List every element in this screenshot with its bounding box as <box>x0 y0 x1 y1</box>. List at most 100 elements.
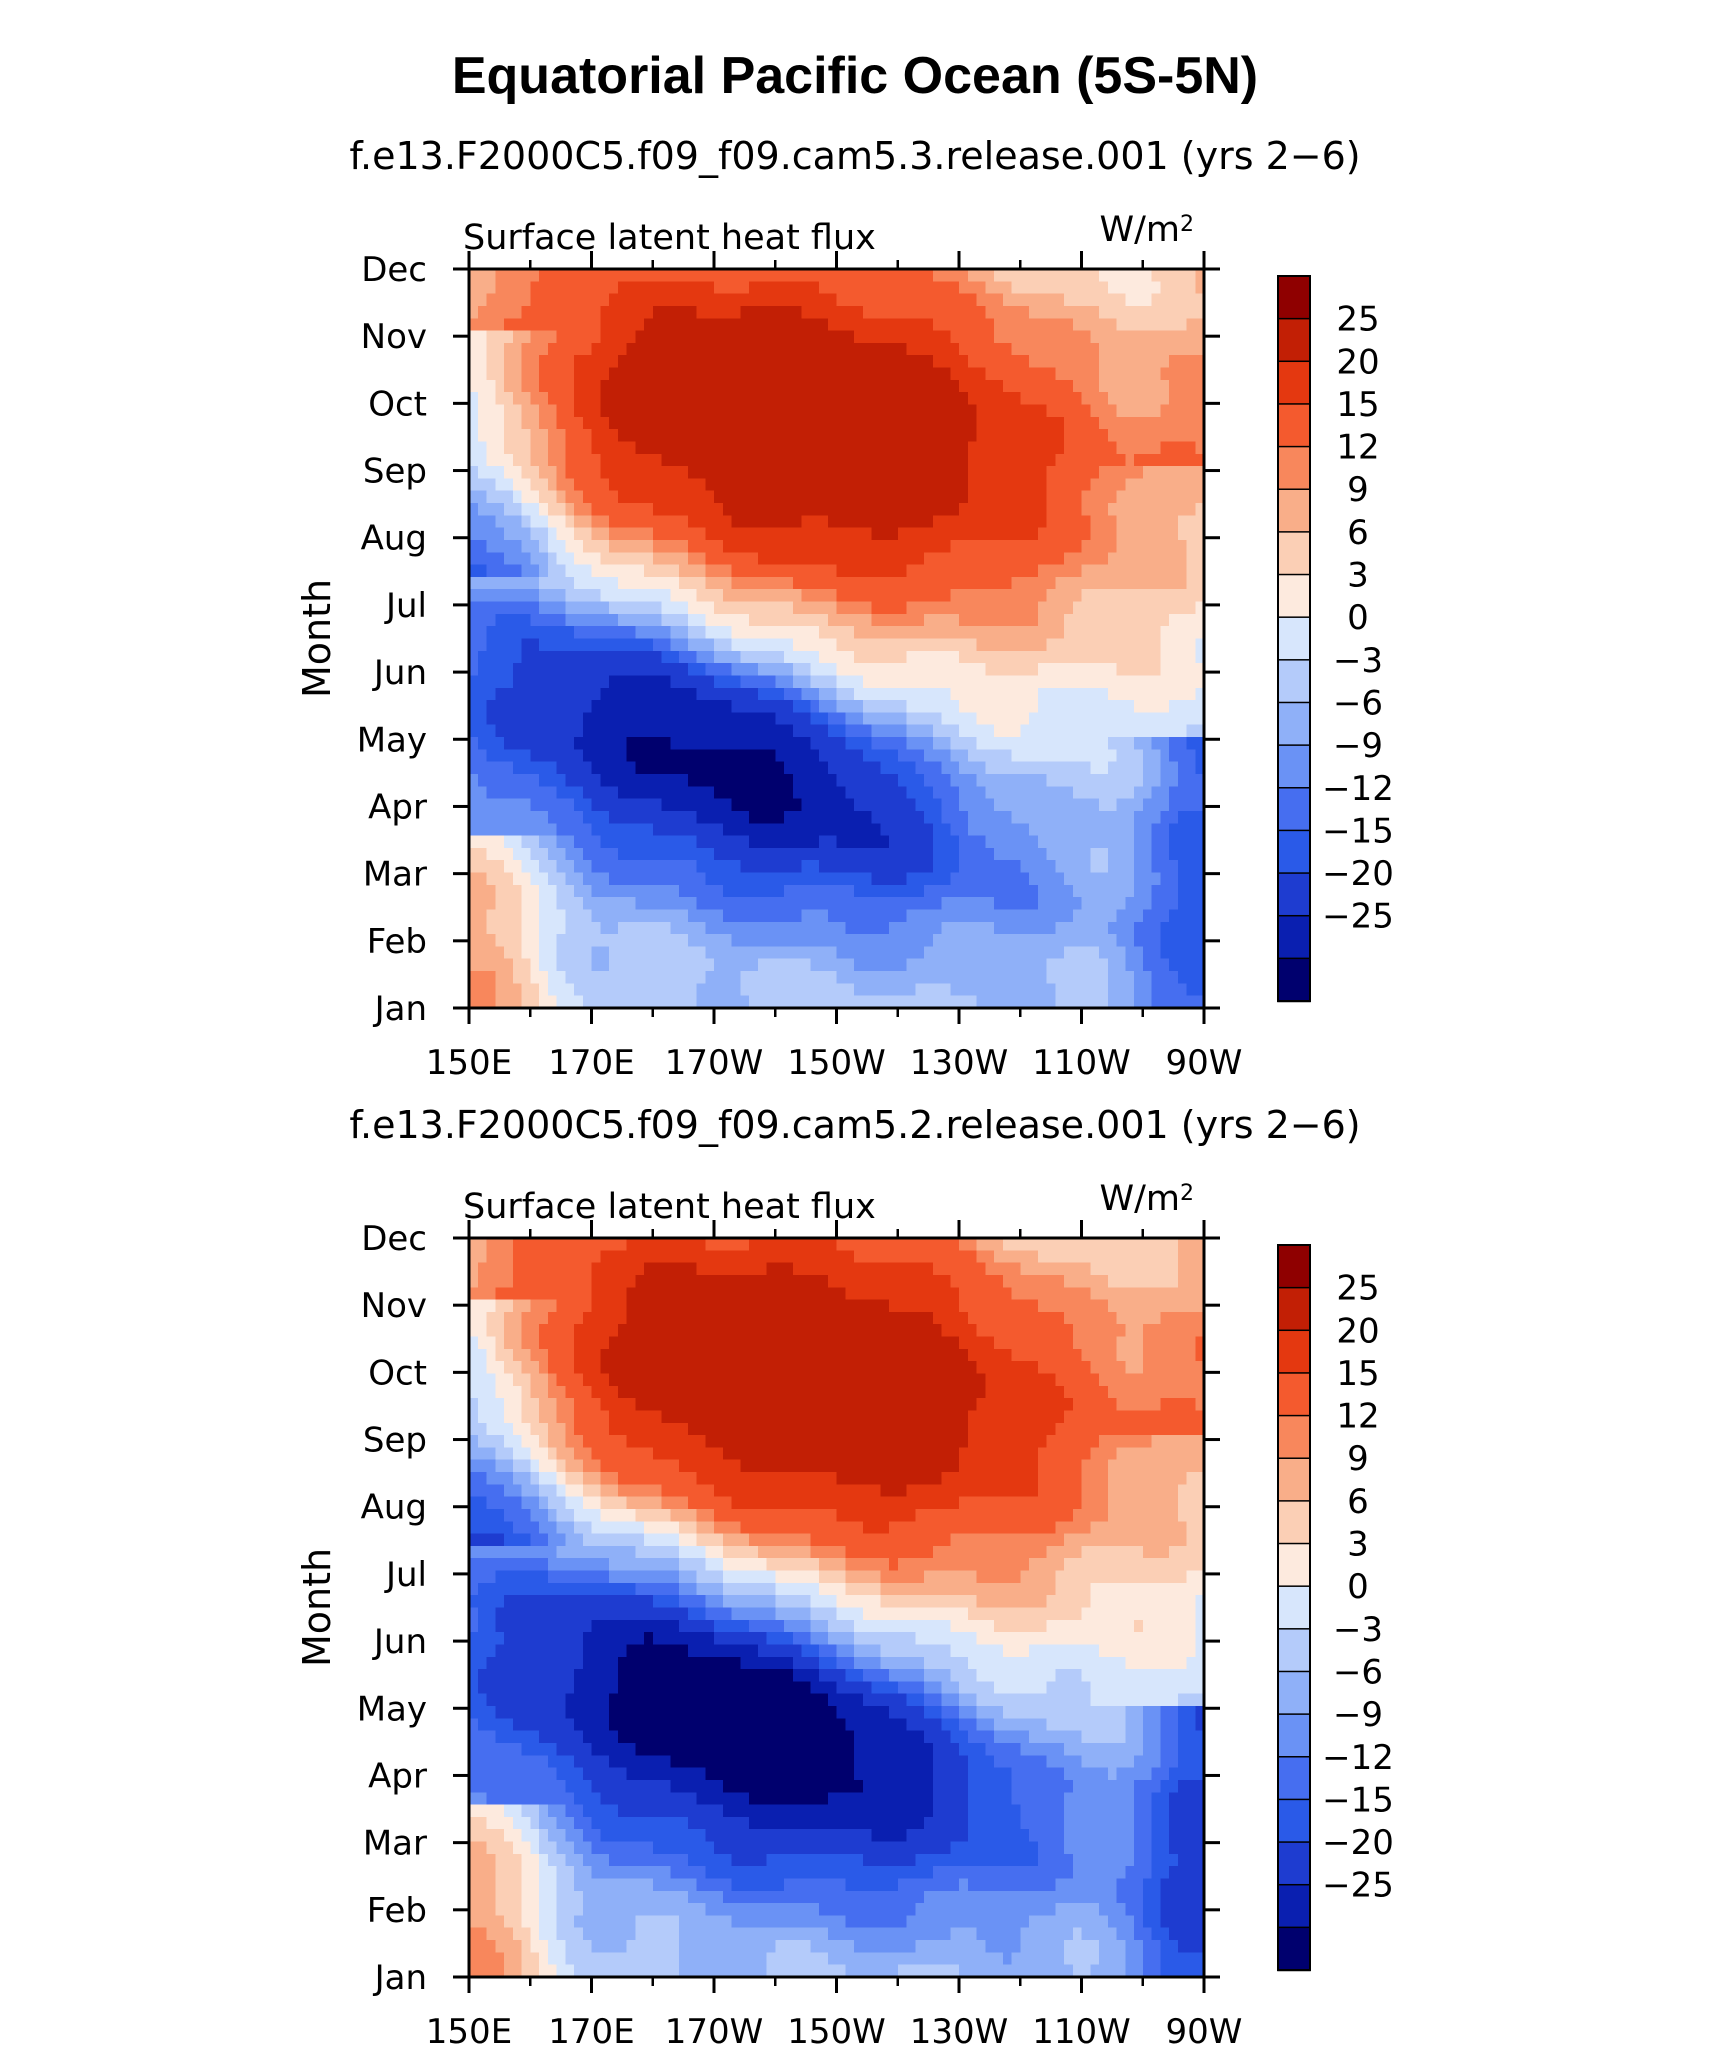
heatmap-cell <box>547 330 558 344</box>
heatmap-cell <box>1160 995 1170 1009</box>
heatmap-cell <box>862 589 873 603</box>
heatmap-cell <box>757 589 768 603</box>
heatmap-cell <box>845 995 855 1009</box>
heatmap-cell <box>547 613 558 627</box>
heatmap-cell <box>906 318 916 332</box>
heatmap-cell <box>617 958 628 972</box>
heatmap-cell <box>1186 564 1196 578</box>
heatmap-cell <box>679 872 689 886</box>
heatmap-cell <box>521 453 531 467</box>
heatmap-cell <box>626 318 636 332</box>
heatmap-cell <box>810 761 820 775</box>
heatmap-cell <box>1169 305 1179 319</box>
heatmap-cell <box>530 392 540 406</box>
heatmap-cell <box>722 897 733 911</box>
heatmap-cell <box>1177 687 1188 701</box>
heatmap-cell <box>757 293 768 307</box>
heatmap-cell <box>539 773 549 787</box>
heatmap-cell <box>1055 909 1065 923</box>
heatmap-cell <box>1029 392 1039 406</box>
heatmap-cell <box>766 576 776 590</box>
heatmap-cell <box>644 958 654 972</box>
heatmap-cell <box>714 515 724 529</box>
heatmap-cell <box>652 847 663 861</box>
heatmap-cell <box>932 663 943 677</box>
heatmap-cell <box>547 761 558 775</box>
heatmap-cell <box>1020 453 1030 467</box>
heatmap-cell <box>932 847 943 861</box>
heatmap-cell <box>1011 539 1021 553</box>
heatmap-cell <box>784 441 794 455</box>
heatmap-cell <box>1125 466 1135 479</box>
heatmap-cell <box>897 429 908 443</box>
heatmap-cell <box>967 626 978 640</box>
heatmap-cell <box>565 847 575 861</box>
heatmap-cell <box>486 958 496 972</box>
heatmap-cell <box>976 638 986 652</box>
heatmap-cell <box>1169 773 1179 787</box>
heatmap-cell <box>871 675 881 689</box>
heatmap-cell <box>609 429 619 443</box>
heatmap-cell <box>591 823 601 837</box>
heatmap-cell <box>1195 318 1205 332</box>
heatmap-cell <box>871 761 881 775</box>
heatmap-cell <box>652 687 663 701</box>
heatmap-cell <box>836 860 846 874</box>
heatmap-cell <box>950 650 960 664</box>
heatmap-cell <box>792 515 803 529</box>
heatmap-cell <box>1186 860 1196 874</box>
heatmap-cell <box>670 737 680 750</box>
heatmap-cell <box>880 798 890 812</box>
heatmap-cell <box>530 958 540 972</box>
heatmap-cell <box>574 601 584 615</box>
heatmap-cell <box>635 860 645 874</box>
heatmap-cell <box>976 441 986 455</box>
heatmap-cell <box>1177 552 1188 566</box>
heatmap-cell <box>626 466 636 479</box>
heatmap-cell <box>880 589 890 603</box>
heatmap-cell <box>547 367 558 381</box>
heatmap-cell <box>985 576 995 590</box>
heatmap-cell <box>504 971 514 984</box>
heatmap-cell <box>495 847 505 861</box>
heatmap-cell <box>1037 404 1048 418</box>
heatmap-cell <box>670 404 680 418</box>
heatmap-cell <box>731 392 741 406</box>
heatmap-cell <box>784 626 794 640</box>
heatmap-cell <box>687 416 698 430</box>
heatmap-cell <box>854 737 864 750</box>
heatmap-cell <box>757 539 768 553</box>
heatmap-cell <box>652 552 663 566</box>
heatmap-cell <box>1169 958 1179 972</box>
heatmap-cell <box>626 921 636 935</box>
heatmap-cell <box>1125 872 1135 886</box>
heatmap-cell <box>477 773 488 787</box>
heatmap-cell <box>1046 860 1056 874</box>
heatmap-cell <box>862 761 873 775</box>
heatmap-cell <box>722 749 733 763</box>
heatmap-cell <box>696 441 706 455</box>
heatmap-cell <box>749 281 759 295</box>
heatmap-cell <box>889 305 899 319</box>
heatmap-cell <box>705 589 715 603</box>
heatmap-cell <box>915 342 925 356</box>
heatmap-cell <box>1169 589 1179 603</box>
heatmap-cell <box>959 269 969 282</box>
heatmap-cell <box>801 552 811 566</box>
heatmap-cell <box>784 663 794 677</box>
heatmap-cell <box>1046 392 1056 406</box>
heatmap-cell <box>530 576 540 590</box>
heatmap-cell <box>547 515 558 529</box>
heatmap-cell <box>810 330 820 344</box>
heatmap-cell <box>469 441 479 455</box>
heatmap-cell <box>932 835 943 849</box>
heatmap-cell <box>512 958 523 972</box>
heatmap-cell <box>512 860 523 874</box>
heatmap-cell <box>582 712 593 726</box>
heatmap-cell <box>775 798 785 812</box>
heatmap-cell <box>889 576 899 590</box>
heatmap-cell <box>1090 527 1100 541</box>
heatmap-cell <box>784 305 794 319</box>
heatmap-cell <box>1072 909 1083 923</box>
heatmap-cell <box>705 404 715 418</box>
